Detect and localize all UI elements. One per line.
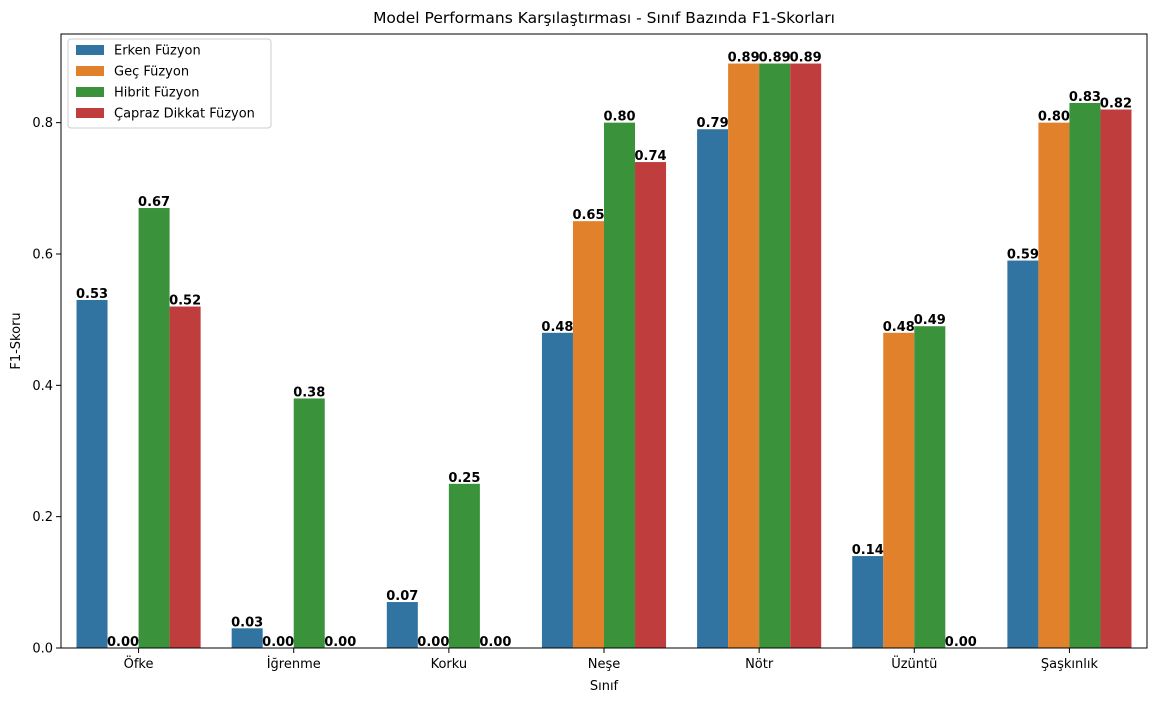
data-label: 0.65 bbox=[572, 208, 604, 223]
x-axis-label: Sınıf bbox=[590, 679, 619, 694]
data-label: 0.25 bbox=[448, 471, 480, 486]
x-tick-label: Üzüntü bbox=[891, 655, 937, 672]
legend-swatch bbox=[76, 87, 104, 97]
data-label: 0.67 bbox=[138, 195, 170, 210]
bar bbox=[169, 306, 201, 648]
data-label: 0.00 bbox=[945, 635, 977, 650]
y-tick-label: 0.4 bbox=[32, 379, 53, 394]
bar bbox=[728, 63, 760, 649]
legend-label: Çapraz Dikkat Füzyon bbox=[114, 107, 255, 122]
legend-swatch bbox=[76, 108, 104, 118]
data-label: 0.53 bbox=[76, 287, 108, 302]
bar bbox=[1069, 102, 1101, 648]
data-label: 0.89 bbox=[728, 51, 760, 66]
bar bbox=[604, 122, 636, 648]
x-tick-label: Neşe bbox=[588, 657, 621, 672]
data-label: 0.38 bbox=[293, 385, 325, 400]
bar bbox=[759, 63, 791, 649]
legend: Erken Füzyon Geç Füzyon Hibrit Füzyon Çapra… bbox=[67, 38, 272, 129]
bar bbox=[1100, 109, 1132, 648]
legend-label: Hibrit Füzyon bbox=[114, 86, 200, 101]
bar bbox=[914, 326, 946, 648]
data-label: 0.14 bbox=[852, 543, 884, 558]
y-tick-label: 0.8 bbox=[32, 116, 53, 131]
bar bbox=[541, 332, 573, 648]
legend-label: Erken Füzyon bbox=[114, 44, 201, 59]
data-label: 0.48 bbox=[883, 320, 915, 335]
data-label: 0.03 bbox=[231, 615, 263, 630]
x-tick-label: Öfke bbox=[124, 655, 154, 672]
y-tick-label: 0.2 bbox=[32, 510, 53, 525]
x-tick-label: Şaşkınlık bbox=[1041, 657, 1099, 672]
bar bbox=[1038, 122, 1070, 648]
x-axis: Öfke İğrenme Korku Neşe Nötr Üzüntü Şaşkınlık bbox=[124, 648, 1099, 672]
data-label: 0.00 bbox=[107, 635, 139, 650]
legend-box bbox=[67, 38, 272, 129]
y-axis-label: F1-Skoru bbox=[9, 312, 24, 369]
bar bbox=[293, 398, 325, 648]
bar bbox=[697, 129, 729, 649]
y-axis: 0.0 0.2 0.4 0.6 0.8 bbox=[32, 116, 61, 657]
bar bbox=[635, 162, 667, 649]
bar bbox=[1007, 260, 1039, 648]
data-label: 0.80 bbox=[1038, 110, 1070, 125]
bar bbox=[572, 221, 604, 648]
bar bbox=[790, 63, 822, 649]
bar bbox=[883, 332, 915, 648]
x-tick-label: İğrenme bbox=[267, 656, 321, 672]
bar bbox=[231, 628, 263, 648]
legend-swatch bbox=[76, 66, 104, 76]
data-label: 0.00 bbox=[417, 635, 449, 650]
bar bbox=[76, 299, 108, 648]
y-tick-label: 0.6 bbox=[32, 247, 53, 262]
data-label: 0.89 bbox=[759, 51, 791, 66]
y-tick-label: 0.0 bbox=[32, 642, 53, 657]
data-label: 0.00 bbox=[479, 635, 511, 650]
data-label: 0.07 bbox=[386, 589, 418, 604]
chart-title: Model Performans Karşılaştırması - Sınıf… bbox=[373, 9, 835, 27]
data-label: 0.48 bbox=[541, 320, 573, 335]
data-label: 0.74 bbox=[635, 149, 667, 164]
legend-label: Geç Füzyon bbox=[114, 65, 189, 80]
x-tick-label: Korku bbox=[431, 657, 468, 672]
data-label: 0.80 bbox=[603, 110, 635, 125]
bar bbox=[386, 602, 418, 648]
x-tick-label: Nötr bbox=[745, 657, 774, 672]
data-label: 0.82 bbox=[1100, 97, 1132, 112]
legend-swatch bbox=[76, 45, 104, 55]
data-label: 0.52 bbox=[169, 294, 201, 309]
data-label: 0.00 bbox=[262, 635, 294, 650]
bar bbox=[448, 483, 480, 648]
data-label: 0.00 bbox=[324, 635, 356, 650]
data-label: 0.89 bbox=[790, 51, 822, 66]
data-label: 0.59 bbox=[1007, 248, 1039, 263]
bar bbox=[138, 208, 170, 648]
data-label: 0.49 bbox=[914, 313, 946, 328]
data-label: 0.79 bbox=[697, 116, 729, 131]
data-label: 0.83 bbox=[1069, 90, 1101, 105]
bar bbox=[852, 556, 884, 648]
plot-area: 0.53 0.03 0.07 0.48 0.79 0.14 0.59 0.00 0.00 0.00… bbox=[76, 51, 1132, 650]
